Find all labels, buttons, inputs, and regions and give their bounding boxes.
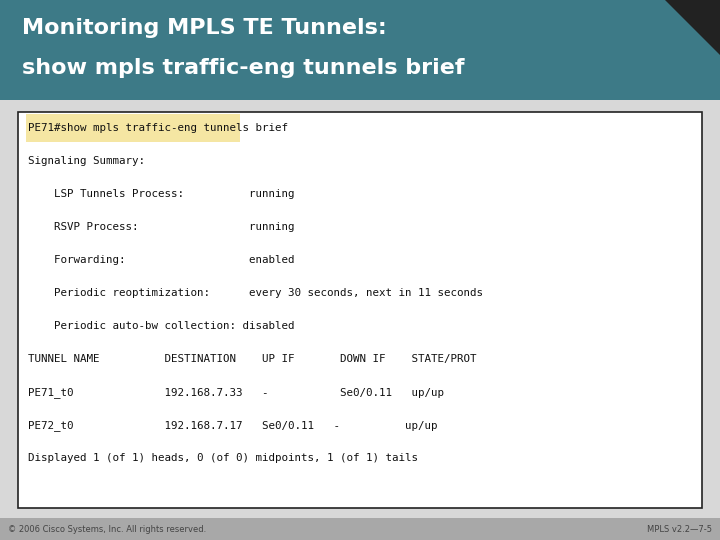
Text: MPLS v2.2—7-5: MPLS v2.2—7-5 — [647, 524, 712, 534]
Text: LSP Tunnels Process:          running: LSP Tunnels Process: running — [28, 189, 294, 199]
Text: Periodic auto-bw collection: disabled: Periodic auto-bw collection: disabled — [28, 321, 294, 331]
FancyBboxPatch shape — [18, 112, 702, 508]
Text: PE72_t0              192.168.7.17   Se0/0.11   -          up/up: PE72_t0 192.168.7.17 Se0/0.11 - up/up — [28, 420, 438, 431]
FancyBboxPatch shape — [26, 114, 240, 142]
Text: Displayed 1 (of 1) heads, 0 (of 0) midpoints, 1 (of 1) tails: Displayed 1 (of 1) heads, 0 (of 0) midpo… — [28, 454, 418, 463]
Text: Forwarding:                   enabled: Forwarding: enabled — [28, 255, 294, 265]
Text: PE71_t0              192.168.7.33   -           Se0/0.11   up/up: PE71_t0 192.168.7.33 - Se0/0.11 up/up — [28, 387, 444, 398]
FancyBboxPatch shape — [0, 100, 720, 518]
Polygon shape — [665, 0, 720, 55]
FancyBboxPatch shape — [0, 0, 720, 100]
Text: Monitoring MPLS TE Tunnels:: Monitoring MPLS TE Tunnels: — [22, 18, 387, 38]
Text: Periodic reoptimization:      every 30 seconds, next in 11 seconds: Periodic reoptimization: every 30 second… — [28, 288, 483, 298]
Text: RSVP Process:                 running: RSVP Process: running — [28, 222, 294, 232]
Text: © 2006 Cisco Systems, Inc. All rights reserved.: © 2006 Cisco Systems, Inc. All rights re… — [8, 524, 206, 534]
Text: TUNNEL NAME          DESTINATION    UP IF       DOWN IF    STATE/PROT: TUNNEL NAME DESTINATION UP IF DOWN IF ST… — [28, 354, 477, 364]
Text: PE71#show mpls traffic-eng tunnels brief: PE71#show mpls traffic-eng tunnels brief — [28, 123, 288, 133]
Text: Signaling Summary:: Signaling Summary: — [28, 156, 145, 166]
FancyBboxPatch shape — [0, 518, 720, 540]
Text: show mpls traffic-eng tunnels brief: show mpls traffic-eng tunnels brief — [22, 58, 464, 78]
